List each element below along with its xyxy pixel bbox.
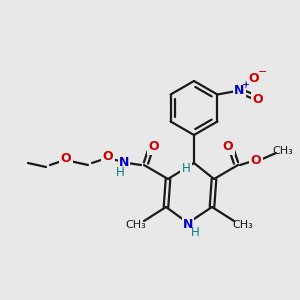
Text: O: O: [252, 93, 263, 106]
Text: H: H: [182, 161, 190, 175]
Text: O: O: [61, 152, 71, 166]
Text: −: −: [258, 68, 267, 77]
Text: N: N: [234, 84, 244, 97]
Text: O: O: [223, 140, 233, 154]
Text: O: O: [103, 151, 113, 164]
Text: O: O: [248, 72, 259, 85]
Text: O: O: [251, 154, 261, 167]
Text: H: H: [190, 226, 200, 238]
Text: +: +: [242, 80, 249, 89]
Text: O: O: [149, 140, 159, 154]
Text: N: N: [119, 157, 129, 169]
Text: CH₃: CH₃: [273, 146, 293, 156]
Text: H: H: [116, 166, 124, 178]
Text: CH₃: CH₃: [232, 220, 254, 230]
Text: CH₃: CH₃: [126, 220, 146, 230]
Text: N: N: [183, 218, 193, 232]
